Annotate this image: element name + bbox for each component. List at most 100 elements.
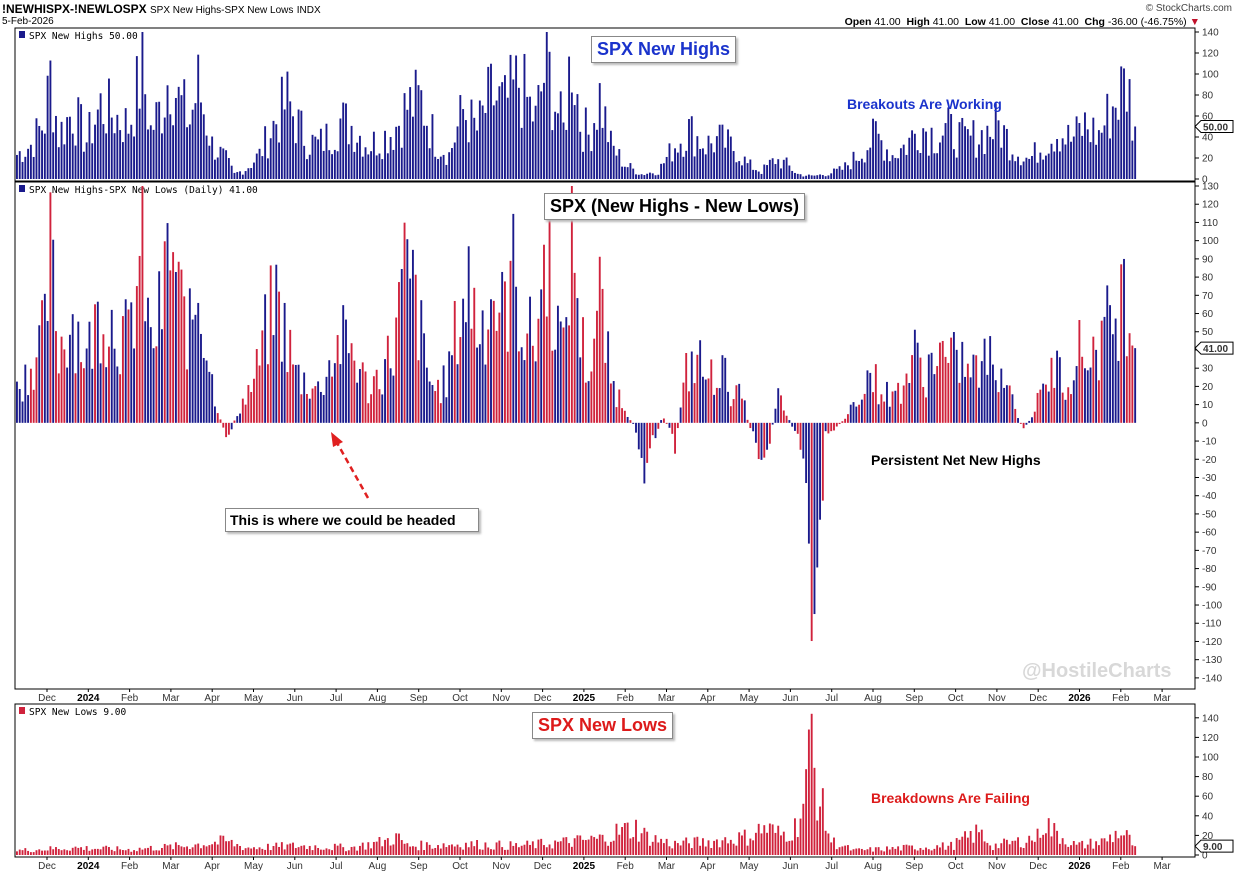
y-tick-label: -20 — [1202, 455, 1217, 466]
bar — [543, 845, 545, 855]
bar — [370, 848, 373, 855]
bar — [1064, 399, 1067, 423]
bar — [233, 172, 236, 179]
bar — [406, 843, 409, 855]
bar — [674, 148, 676, 179]
bar — [724, 837, 727, 855]
bar — [807, 422, 810, 544]
chg-value: -36.00 (-46.75%) — [1107, 16, 1187, 28]
bar — [82, 849, 85, 855]
bar — [704, 846, 707, 855]
bar — [384, 839, 386, 855]
bar — [894, 390, 897, 423]
bar — [821, 422, 824, 501]
bar — [177, 261, 180, 423]
bar — [55, 847, 57, 855]
bar — [763, 422, 766, 458]
bar — [425, 842, 428, 855]
bar — [596, 129, 598, 179]
bar — [760, 173, 763, 179]
bar — [459, 847, 462, 855]
bar — [121, 850, 124, 855]
bar — [568, 325, 571, 423]
bar — [872, 118, 874, 179]
bar — [66, 850, 69, 855]
bar — [437, 379, 439, 423]
bar — [807, 729, 810, 855]
y-tick-label: 110 — [1202, 218, 1218, 229]
bar — [919, 357, 922, 423]
bar — [523, 844, 526, 855]
bar — [41, 130, 43, 179]
y-tick-label: 130 — [1202, 182, 1219, 193]
last-value-label: 41.00 — [1203, 344, 1228, 355]
bar — [303, 845, 306, 855]
bar — [754, 832, 757, 855]
x-tick-label: 2025 — [573, 693, 596, 704]
bar — [1028, 158, 1031, 179]
bar — [353, 846, 356, 855]
bar — [1128, 333, 1131, 423]
bar — [88, 111, 91, 179]
bar — [966, 363, 969, 423]
bar — [1109, 305, 1111, 423]
bar — [406, 109, 409, 179]
bar — [899, 148, 902, 179]
bar — [16, 381, 18, 423]
bar — [919, 848, 922, 855]
bar — [102, 124, 105, 179]
bar — [582, 317, 584, 423]
bar — [294, 364, 297, 423]
bar — [188, 124, 191, 179]
bar — [782, 831, 785, 855]
bar — [621, 166, 624, 179]
bar — [1097, 130, 1100, 179]
close-label: Close — [1020, 16, 1050, 28]
bar — [286, 71, 289, 179]
bar — [244, 848, 247, 855]
bar — [699, 148, 702, 179]
bar — [331, 850, 333, 855]
bar — [1025, 157, 1028, 179]
bar — [604, 362, 607, 423]
bar — [398, 833, 400, 855]
bar — [1017, 418, 1019, 423]
bar — [372, 376, 375, 423]
bar — [676, 843, 679, 855]
bar — [1086, 370, 1089, 423]
bar — [498, 840, 501, 855]
bar — [640, 422, 643, 458]
bar — [540, 838, 543, 855]
bar — [289, 329, 292, 423]
bar — [1058, 357, 1061, 423]
x-tick-label: Dec — [38, 861, 56, 872]
bar — [186, 369, 188, 423]
bar — [607, 142, 610, 179]
bar — [395, 317, 398, 423]
bar — [487, 329, 490, 423]
bar — [434, 156, 437, 179]
bar — [1097, 845, 1100, 855]
bar — [994, 843, 997, 855]
bar — [149, 327, 152, 423]
bar — [121, 316, 124, 423]
bar — [1003, 838, 1006, 855]
bar — [1028, 835, 1031, 855]
bar — [746, 419, 749, 423]
bar — [102, 846, 105, 855]
bar — [813, 175, 816, 179]
bar — [660, 838, 663, 855]
bar — [342, 305, 345, 423]
bar — [46, 320, 49, 423]
bar — [922, 386, 925, 423]
bar — [1058, 151, 1061, 179]
bar — [99, 93, 102, 179]
bar — [21, 401, 24, 423]
y-tick-label: -10 — [1202, 437, 1217, 448]
x-tick-label: Mar — [162, 693, 180, 704]
bar — [473, 846, 476, 855]
bar — [506, 849, 509, 855]
bar — [197, 54, 200, 179]
bar — [367, 154, 370, 179]
bar — [275, 842, 278, 855]
